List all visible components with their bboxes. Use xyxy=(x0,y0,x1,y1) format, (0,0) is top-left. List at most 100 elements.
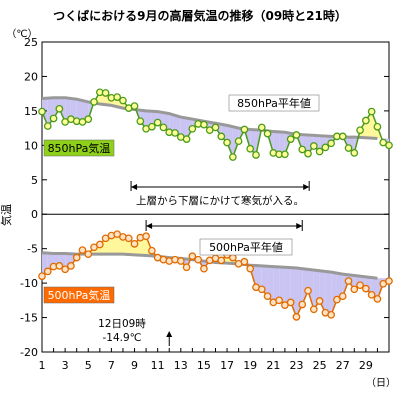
marker-500 xyxy=(126,235,132,241)
marker-850 xyxy=(172,130,178,136)
marker-850 xyxy=(368,108,374,114)
marker-850 xyxy=(322,144,328,150)
marker-850 xyxy=(357,127,363,133)
label-500-observed: 500hPa気温 xyxy=(48,288,111,302)
marker-500 xyxy=(97,241,103,247)
x-tick-label: 29 xyxy=(359,359,373,372)
cold-annotation-text: 上層から下層にかけて寒気が入る。 xyxy=(136,194,304,207)
x-tick-label: 1 xyxy=(39,359,46,372)
marker-850 xyxy=(149,124,155,130)
marker-500 xyxy=(85,251,91,257)
marker-500 xyxy=(340,293,346,299)
marker-850 xyxy=(253,152,259,158)
marker-850 xyxy=(137,118,143,124)
marker-850 xyxy=(293,132,299,138)
x-tick-label: 5 xyxy=(85,359,92,372)
marker-500 xyxy=(143,233,149,239)
marker-500 xyxy=(79,247,85,253)
marker-850 xyxy=(311,143,317,149)
marker-850 xyxy=(316,148,322,154)
x-tick-label: 27 xyxy=(336,359,350,372)
marker-850 xyxy=(218,133,224,139)
marker-500 xyxy=(305,287,311,293)
y-tick-label: 20 xyxy=(24,70,38,83)
y-tick-label: -5 xyxy=(27,243,38,256)
y-tick-label: 5 xyxy=(31,174,38,187)
marker-500 xyxy=(374,296,380,302)
marker-850 xyxy=(131,103,137,109)
y-tick-label: -10 xyxy=(20,277,38,290)
marker-850 xyxy=(259,124,265,130)
marker-850 xyxy=(235,138,241,144)
marker-500 xyxy=(351,286,357,292)
marker-500 xyxy=(368,292,374,298)
marker-500 xyxy=(131,241,137,247)
y-tick-label: 10 xyxy=(24,139,38,152)
label-850-normal: 850hPa平年値 xyxy=(237,96,311,110)
marker-500 xyxy=(287,299,293,305)
marker-850 xyxy=(85,116,91,122)
marker-500 xyxy=(178,258,184,264)
marker-850 xyxy=(363,117,369,123)
marker-850 xyxy=(241,126,247,132)
marker-850 xyxy=(91,99,97,105)
marker-850 xyxy=(282,151,288,157)
x-tick-label: 25 xyxy=(313,359,327,372)
marker-850 xyxy=(224,139,230,145)
x-tick-label: 11 xyxy=(151,359,165,372)
x-tick-label: 9 xyxy=(131,359,138,372)
x-tick-label: 13 xyxy=(174,359,188,372)
marker-500 xyxy=(293,314,299,320)
y-unit-label: （℃） xyxy=(6,28,37,40)
marker-500 xyxy=(149,248,155,254)
x-tick-label: 19 xyxy=(243,359,257,372)
marker-850 xyxy=(287,136,293,142)
x-tick-label: 7 xyxy=(108,359,115,372)
marker-500 xyxy=(247,265,253,271)
marker-850 xyxy=(102,90,108,96)
x-tick-label: 3 xyxy=(62,359,69,372)
marker-500 xyxy=(264,293,270,299)
label-500-normal: 500hPa平年値 xyxy=(209,240,283,254)
marker-500 xyxy=(183,264,189,270)
y-tick-label: 15 xyxy=(24,105,38,118)
marker-850 xyxy=(299,146,305,152)
marker-500 xyxy=(259,286,265,292)
marker-850 xyxy=(39,108,45,114)
y-axis-title: 気温 xyxy=(0,204,13,226)
marker-850 xyxy=(183,136,189,142)
marker-850 xyxy=(189,126,195,132)
marker-850 xyxy=(386,142,392,148)
x-tick-label: 17 xyxy=(220,359,234,372)
y-tick-label: -15 xyxy=(20,312,38,325)
min-annotation-line: -14.9℃ xyxy=(103,332,142,344)
chart-title: つくばにおける9月の高層気温の推移（09時と21時） xyxy=(53,8,347,23)
marker-850 xyxy=(212,124,218,130)
min-annotation-line: 12日09時 xyxy=(98,318,146,330)
marker-500 xyxy=(299,301,305,307)
marker-500 xyxy=(363,285,369,291)
marker-850 xyxy=(160,124,166,130)
x-unit-label: （日） xyxy=(366,377,396,389)
y-tick-label: 0 xyxy=(31,208,38,221)
marker-500 xyxy=(218,257,224,263)
marker-500 xyxy=(316,298,322,304)
label-850-observed: 850hPa気温 xyxy=(48,141,111,155)
marker-500 xyxy=(386,278,392,284)
marker-500 xyxy=(345,278,351,284)
marker-850 xyxy=(120,97,126,103)
x-tick-label: 15 xyxy=(197,359,211,372)
marker-500 xyxy=(68,263,74,269)
marker-500 xyxy=(195,256,201,262)
anomaly-fill-segment xyxy=(325,271,331,314)
marker-850 xyxy=(247,146,253,152)
marker-850 xyxy=(201,121,207,127)
x-tick-label: 23 xyxy=(289,359,303,372)
marker-500 xyxy=(74,254,80,260)
marker-850 xyxy=(340,133,346,139)
marker-500 xyxy=(230,254,236,260)
marker-500 xyxy=(241,259,247,265)
marker-850 xyxy=(264,130,270,136)
